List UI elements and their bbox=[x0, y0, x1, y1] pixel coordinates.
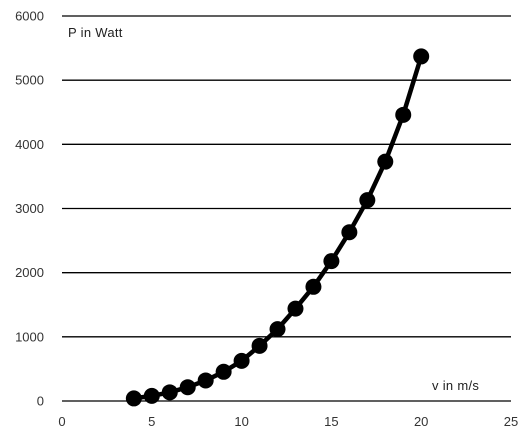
x-tick-label-25: 25 bbox=[504, 414, 518, 429]
data-point-v7 bbox=[179, 379, 196, 396]
gridlines bbox=[62, 15, 511, 402]
data-point-v5 bbox=[143, 387, 160, 404]
y-tick-label-5000: 5000 bbox=[15, 73, 44, 88]
x-tick-label-0: 0 bbox=[58, 414, 65, 429]
x-axis-label: v in m/s bbox=[432, 378, 479, 393]
x-tick-label-15: 15 bbox=[324, 414, 338, 429]
y-tick-label-4000: 4000 bbox=[15, 137, 44, 152]
data-point-v9 bbox=[215, 363, 232, 380]
data-point-v20 bbox=[413, 48, 430, 65]
series-line bbox=[133, 55, 424, 401]
x-axis-tick-labels: 0 5 10 15 20 25 bbox=[58, 414, 518, 429]
y-tick-label-6000: 6000 bbox=[15, 9, 44, 24]
y-axis-tick-labels: 0 1000 2000 3000 4000 5000 6000 bbox=[15, 9, 44, 409]
data-point-v17 bbox=[359, 192, 376, 209]
y-tick-label-0: 0 bbox=[37, 394, 44, 409]
data-point-v8 bbox=[197, 372, 214, 389]
y-tick-label-1000: 1000 bbox=[15, 329, 44, 344]
y-tick-label-2000: 2000 bbox=[15, 265, 44, 280]
data-point-v19 bbox=[395, 106, 412, 123]
x-tick-label-5: 5 bbox=[148, 414, 155, 429]
data-point-v12 bbox=[269, 321, 286, 338]
data-point-v13 bbox=[287, 300, 304, 317]
data-point-v6 bbox=[161, 384, 178, 401]
data-points bbox=[125, 48, 430, 407]
data-point-v18 bbox=[377, 153, 394, 170]
data-point-v10 bbox=[233, 352, 250, 369]
x-tick-label-10: 10 bbox=[234, 414, 248, 429]
data-point-v14 bbox=[305, 278, 322, 295]
x-tick-label-20: 20 bbox=[414, 414, 428, 429]
data-point-v15 bbox=[323, 253, 340, 270]
data-point-v11 bbox=[251, 337, 268, 354]
data-point-v4 bbox=[125, 390, 142, 407]
data-point-v16 bbox=[341, 224, 358, 241]
y-tick-label-3000: 3000 bbox=[15, 201, 44, 216]
y-axis-label: P in Watt bbox=[68, 25, 123, 40]
